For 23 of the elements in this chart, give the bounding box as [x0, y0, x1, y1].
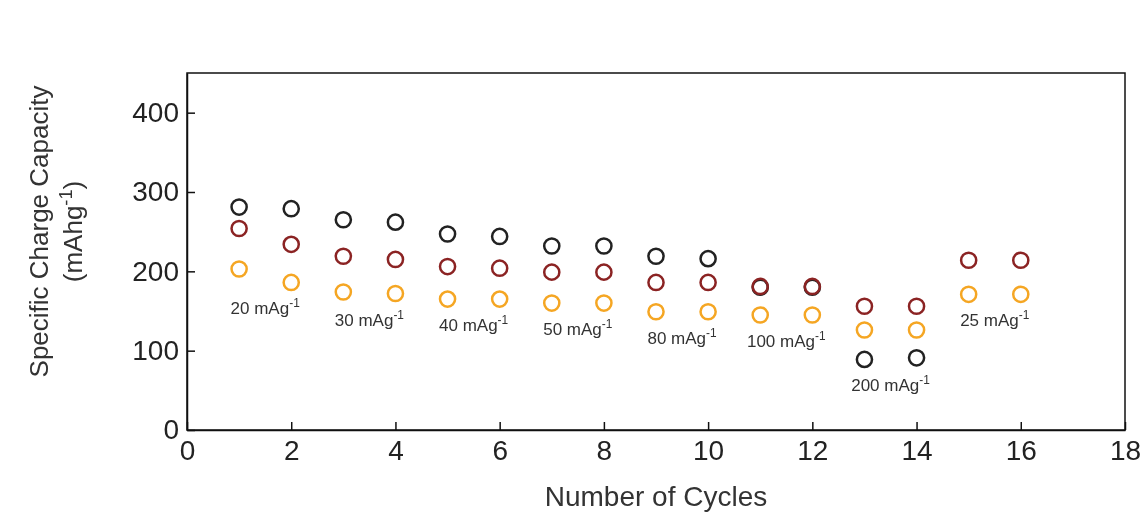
x-axis-title: Number of Cycles [544, 481, 768, 512]
x-tick-label: 2 [283, 434, 300, 466]
annotation: 25 mAg$^{-1}$ [960, 308, 1030, 331]
y-tick-label: 100 [132, 335, 179, 367]
x-tick-label: 8 [596, 434, 613, 466]
y-tick-label: 400 [132, 97, 179, 129]
x-tick-label: 6 [492, 434, 508, 466]
x-tick-label: 10 [693, 434, 725, 466]
y-tick-label: 300 [132, 176, 179, 208]
annotation: 20 mAg$^{-1}$ [230, 296, 301, 319]
x-tick-label: 16 [1005, 434, 1037, 466]
annotation: 40 mAg$^{-1}$ [439, 313, 509, 336]
x-tick-label: 18 [1109, 434, 1142, 466]
y-tick-label: 200 [132, 255, 179, 287]
annotation: 50 mAg$^{-1}$ [543, 317, 613, 340]
annotation: 200 mAg$^{-1}$ [851, 373, 931, 396]
x-tick-label: 14 [901, 434, 933, 466]
annotation: 100 mAg$^{-1}$ [746, 328, 826, 351]
annotation: 80 mAg$^{-1}$ [647, 325, 718, 348]
x-tick-label: 4 [388, 434, 404, 466]
annotation: 30 mAg$^{-1}$ [334, 307, 405, 330]
x-tick-label: 12 [797, 434, 829, 466]
y-tick-label: 0 [163, 414, 179, 446]
